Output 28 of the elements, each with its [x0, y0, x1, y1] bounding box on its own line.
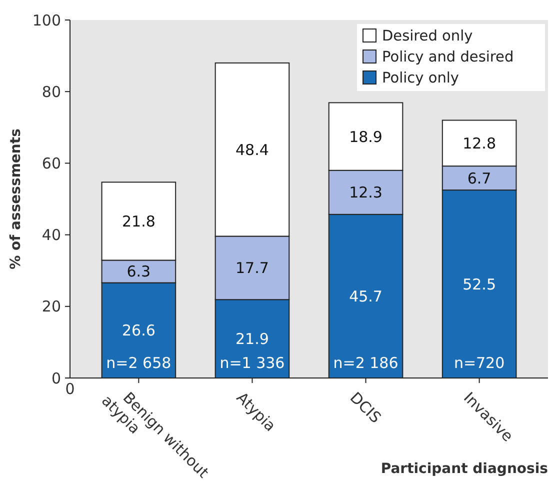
data-label: 45.7 — [349, 287, 382, 306]
data-label: 21.8 — [122, 212, 156, 230]
legend-label: Desired only — [382, 28, 474, 44]
y-tick-label: 100 — [32, 11, 61, 30]
y-tick-label: 20 — [42, 298, 61, 316]
data-label: 12.8 — [462, 134, 496, 152]
x-axis-title: Participant diagnosis — [380, 461, 548, 477]
y-axis-title: % of assessments — [8, 128, 24, 270]
y-tick-label: 80 — [42, 82, 61, 101]
data-label: 48.4 — [236, 140, 269, 159]
data-label: 6.7 — [467, 169, 492, 188]
data-label: 52.5 — [462, 275, 496, 294]
data-label: 12.3 — [349, 184, 382, 202]
annotation: n=720 — [454, 354, 505, 372]
y-tick-label: 0 — [51, 369, 61, 388]
data-label: 6.3 — [126, 262, 151, 281]
annotation: n=2 658 — [106, 354, 172, 372]
annotation: n=1 336 — [220, 354, 285, 372]
data-label: 18.9 — [349, 128, 382, 146]
annotation: n=2 186 — [333, 354, 398, 372]
legend-label: Policy only — [382, 70, 460, 86]
legend-label: Policy and desired — [382, 50, 514, 66]
text: 0 — [65, 380, 75, 398]
data-label: 21.9 — [236, 330, 269, 348]
data-label: 26.6 — [122, 322, 156, 340]
data-label: 17.7 — [236, 259, 269, 278]
y-tick-label: 60 — [42, 154, 61, 172]
y-tick-label: 40 — [42, 226, 61, 244]
